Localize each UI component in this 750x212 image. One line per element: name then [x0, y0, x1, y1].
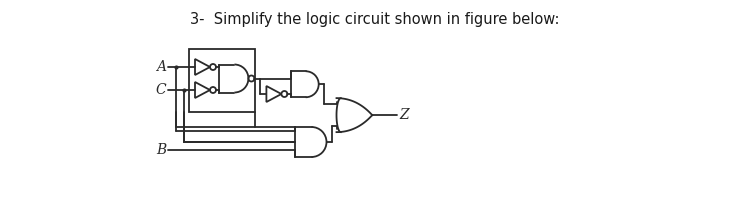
Bar — [189, 49, 256, 112]
Text: 3-  Simplify the logic circuit shown in figure below:: 3- Simplify the logic circuit shown in f… — [190, 12, 560, 27]
Text: A: A — [156, 60, 166, 74]
Text: B: B — [156, 143, 166, 157]
Text: Z: Z — [399, 108, 409, 122]
Text: C: C — [155, 83, 166, 97]
